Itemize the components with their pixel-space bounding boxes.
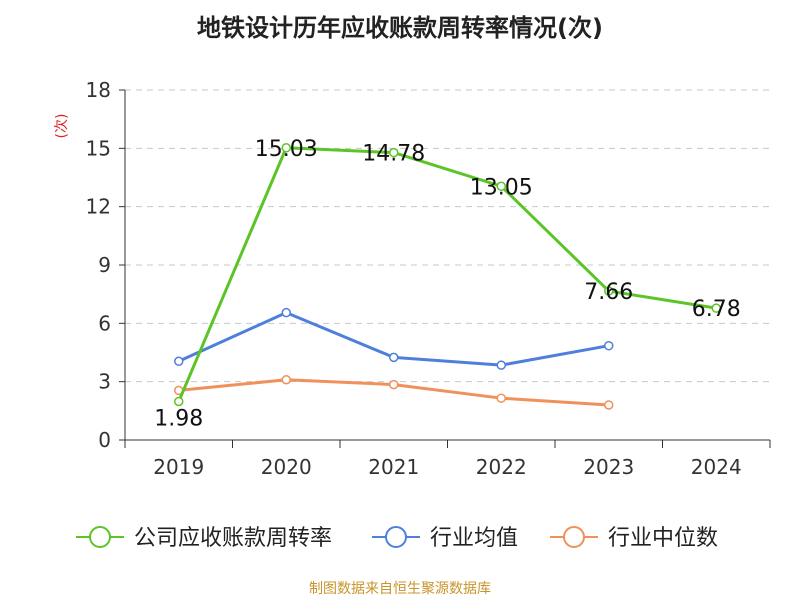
legend-label: 公司应收账款周转率 xyxy=(134,526,332,551)
data-label: 1.98 xyxy=(154,407,203,432)
legend-marker xyxy=(385,526,407,548)
data-point-0 xyxy=(281,143,291,153)
x-tick-label: 2021 xyxy=(368,455,419,479)
data-point-1 xyxy=(281,307,291,318)
y-tick-label: 15 xyxy=(86,136,111,160)
legend-marker xyxy=(89,526,111,548)
y-axis-label: (次) xyxy=(54,114,70,139)
x-tick-label: 2022 xyxy=(476,455,527,479)
data-point-2 xyxy=(496,393,506,403)
data-point-2 xyxy=(389,379,399,390)
data-point-0 xyxy=(711,303,721,313)
data-point-1 xyxy=(389,352,399,363)
data-point-2 xyxy=(604,400,614,410)
data-point-1 xyxy=(174,356,184,366)
y-tick-label: 0 xyxy=(98,428,111,452)
y-tick-label: 9 xyxy=(98,253,111,277)
x-tick-label: 2020 xyxy=(261,455,312,479)
y-tick-label: 12 xyxy=(86,195,111,219)
x-tick-label: 2019 xyxy=(153,455,204,479)
y-tick-label: 3 xyxy=(98,370,111,394)
data-point-0 xyxy=(496,181,506,191)
data-label: 15.03 xyxy=(255,137,318,162)
data-point-1 xyxy=(604,340,614,351)
legend-label: 行业均值 xyxy=(430,526,518,551)
legend-label: 行业中位数 xyxy=(608,526,718,551)
y-tick-label: 6 xyxy=(98,311,111,335)
data-point-1 xyxy=(496,360,506,370)
series-line-0 xyxy=(177,146,717,403)
data-label: 13.05 xyxy=(470,175,533,200)
data-source-note: 制图数据来自恒生聚源数据库 xyxy=(309,581,491,597)
x-tick-label: 2023 xyxy=(583,455,634,479)
data-point-0 xyxy=(389,147,399,158)
data-label: 7.66 xyxy=(584,280,633,305)
data-point-0 xyxy=(604,286,614,296)
data-point-0 xyxy=(174,396,184,407)
x-tick-label: 2024 xyxy=(691,455,742,479)
data-point-2 xyxy=(281,374,291,385)
chart-title: 地铁设计历年应收账款周转率情况(次) xyxy=(197,14,603,42)
y-tick-label: 18 xyxy=(86,78,111,102)
data-label: 6.78 xyxy=(692,297,741,322)
legend-marker xyxy=(563,526,585,548)
data-label: 14.78 xyxy=(362,142,425,167)
